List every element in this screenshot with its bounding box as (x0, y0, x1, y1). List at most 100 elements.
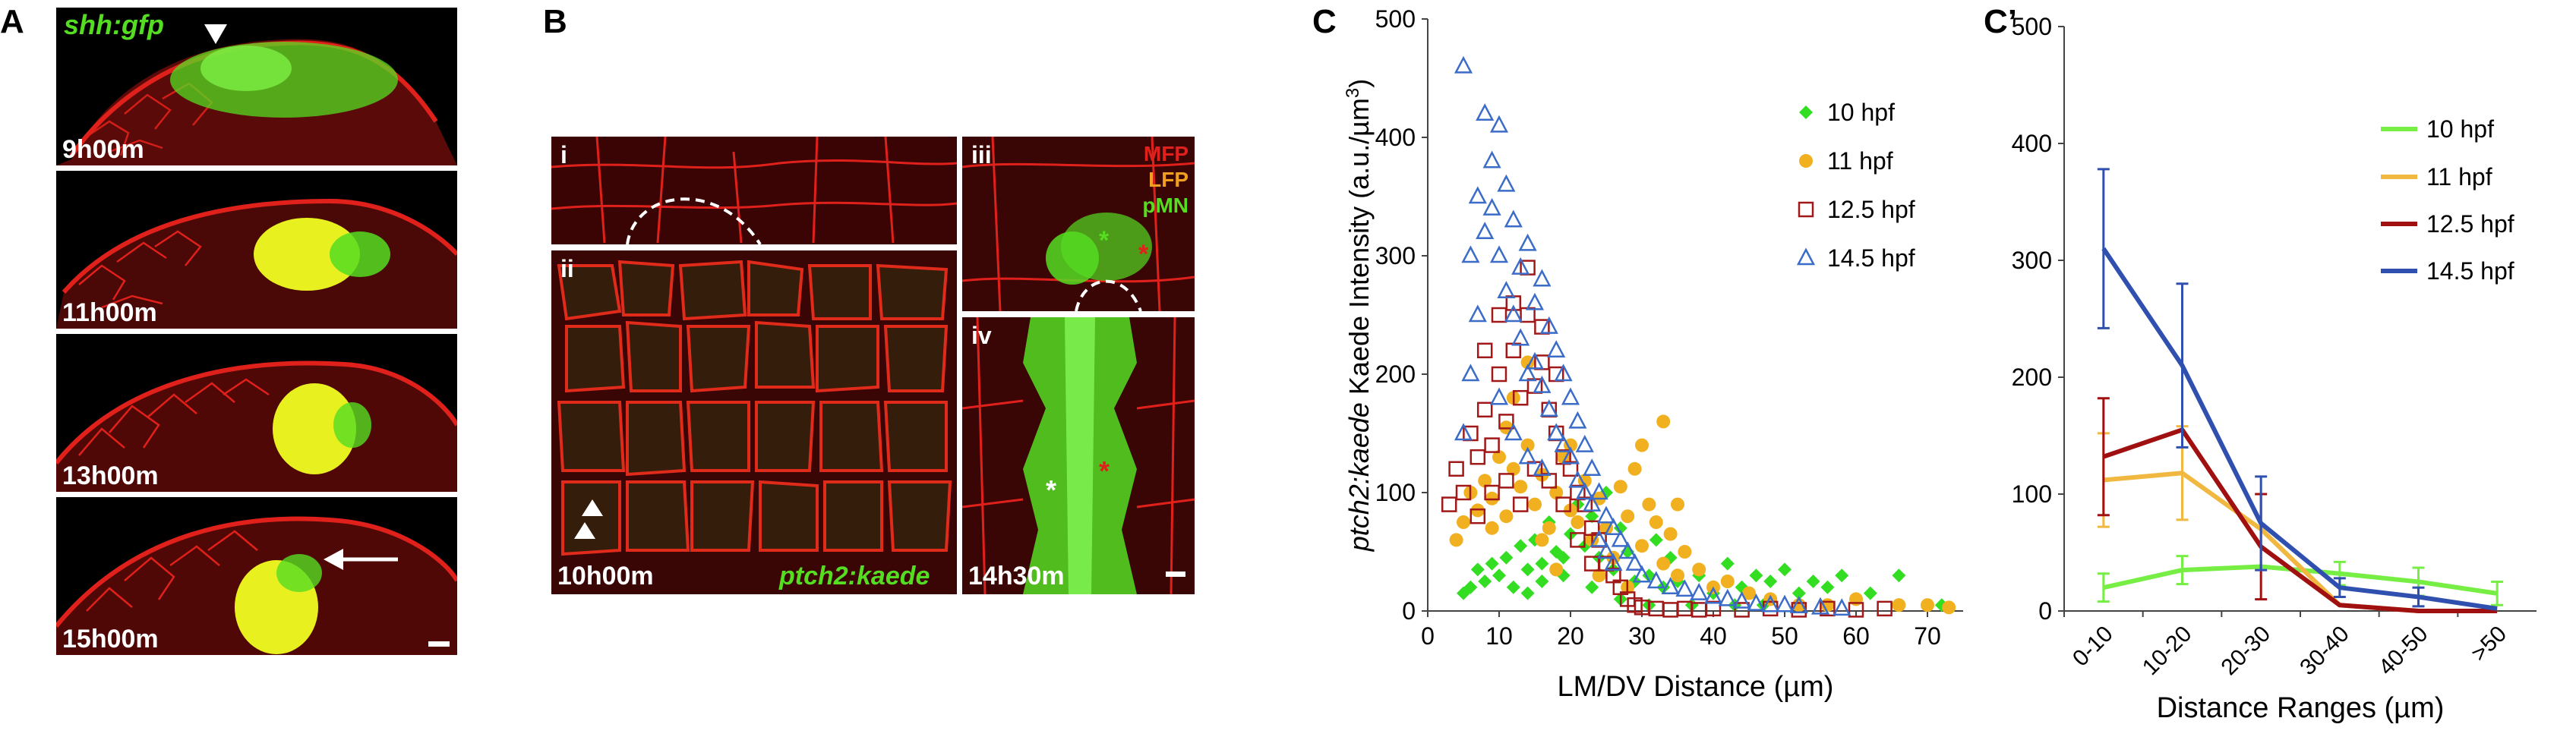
line-series-1 (2103, 471, 2498, 613)
scatter-point (1476, 401, 1493, 418)
scatter-y-tick-label: 500 (1375, 5, 1416, 33)
scatter-point (1454, 55, 1473, 74)
scatter-point (1547, 340, 1566, 358)
arrowhead-icon-b1 (582, 499, 603, 516)
scatter-point (1848, 602, 1864, 618)
scatter-point (1792, 586, 1806, 600)
y-label-italic: ptch2:kaede (1343, 402, 1375, 552)
scatter-point (1564, 438, 1577, 452)
asterisk-white-icon-iv: * (1046, 474, 1056, 505)
scatter-point (1504, 209, 1523, 228)
scatter-point (1539, 399, 1558, 417)
scatter-point (1499, 550, 1514, 565)
scatter-point (1742, 586, 1756, 600)
scatter-point (1604, 553, 1623, 571)
scatter-point (1833, 598, 1852, 616)
micrograph-a4: 15h00m (56, 497, 457, 655)
scatter-point (1820, 580, 1835, 594)
scatter-legend-marker (1798, 201, 1814, 218)
scatter-point (1761, 594, 1780, 612)
scatter-point (1635, 539, 1649, 553)
scatter-point (1589, 482, 1608, 500)
micrograph-b-iv-image: * * (962, 317, 1195, 594)
y-label-rest: Kaede Intensity (a.u./µm (1343, 98, 1375, 402)
scatter-point (1514, 539, 1528, 553)
scatter-point (1732, 590, 1751, 609)
line-y-tick-label: 400 (2012, 130, 2052, 157)
scatter-point (1671, 497, 1684, 512)
scatter-point (1810, 597, 1830, 615)
scatter-point (1497, 281, 1516, 299)
scatter-point (1621, 509, 1635, 524)
subpanel-label-iv: iv (971, 322, 992, 349)
scatter-point (1482, 150, 1501, 168)
scatter-y-tick-label: 300 (1375, 242, 1416, 269)
line-y-tick-label: 0 (2038, 597, 2052, 625)
scale-bar-icon-b (1166, 572, 1185, 577)
scatter-point (1763, 575, 1778, 588)
scatter-point (1585, 580, 1599, 594)
timestamp-a2: 11h00m (62, 298, 157, 327)
scatter-point (1671, 568, 1684, 583)
scatter-legend-label: 11 hpf (1827, 147, 1893, 175)
panel-letter-c: C (1312, 3, 1337, 40)
asterisk-green-icon: * (1099, 226, 1110, 255)
reporter-label: ptch2:kaede (779, 562, 930, 590)
scatter-point (1663, 527, 1678, 541)
line-y-tick-label: 300 (2012, 247, 2052, 274)
scatter-point (1718, 588, 1737, 606)
scatter-point (1678, 545, 1692, 559)
scatter-point (1512, 389, 1529, 406)
scatter-point (1703, 586, 1723, 604)
micrograph-b-ii: ii 10h00m ptch2:kaede (551, 250, 957, 594)
scatter-legend-marker (1799, 154, 1813, 168)
scatter-point (1806, 575, 1820, 588)
scatter-point (1533, 375, 1552, 393)
scatter-point (1921, 598, 1934, 612)
timestamp-a3: 13h00m (62, 461, 159, 490)
scatter-y-tick-label: 400 (1375, 124, 1416, 151)
scatter-x-tick-label: 60 (1842, 622, 1870, 650)
scatter-point (1470, 508, 1486, 524)
scatter-point (1611, 529, 1630, 547)
scatter-point (1646, 571, 1665, 589)
arrow-head-icon (324, 549, 343, 570)
timestamp-b-ii: 10h00m (557, 562, 654, 590)
line-legend-label: 12.5 hpf (2426, 210, 2514, 238)
scatter-point (1468, 304, 1487, 323)
scatter-x-tick-label: 10 (1485, 622, 1513, 650)
panel-letter-a: A (0, 3, 24, 40)
scatter-x-tick-label: 0 (1421, 622, 1435, 650)
line-x-tick-label: 20-30 (2217, 622, 2276, 681)
micrograph-b-iii-image: * * (962, 137, 1195, 311)
scatter-point (1448, 461, 1464, 477)
scatter-y-axis-label: ptch2:kaede Kaede Intensity (a.u./µm3) (1343, 79, 1375, 552)
micrograph-b-i: i (551, 137, 957, 244)
scatter-point (1478, 474, 1492, 488)
scale-bar-icon (428, 641, 450, 647)
legend-mfp: MFP (1143, 142, 1189, 165)
scatter-point (1589, 529, 1608, 547)
scatter-point (1618, 541, 1637, 559)
scatter-point (1596, 541, 1616, 559)
scatter-point (1561, 446, 1580, 464)
scatter-point (1547, 423, 1566, 441)
scatter-point (1575, 434, 1594, 452)
scatter-point (1506, 580, 1520, 594)
micrograph-a1: shh:gfp 9h00m (56, 8, 457, 165)
arrowhead-icon (204, 24, 227, 44)
micrograph-a4-image (56, 516, 457, 655)
scatter-x-tick-label: 40 (1700, 622, 1727, 650)
scatter-point (1747, 593, 1766, 611)
timestamp-b-iv: 14h30m (968, 562, 1065, 590)
scatter-point (1485, 521, 1499, 535)
micrograph-a2-image (56, 198, 457, 329)
scatter-point (1492, 568, 1506, 583)
line-series-3 (2101, 247, 2498, 611)
asterisk-red-icon-iv: * (1099, 455, 1110, 487)
line-x-tick-label: >50 (2467, 622, 2511, 666)
scatter-point (1441, 496, 1457, 512)
scatter-point (1535, 556, 1549, 571)
scatter-point (1583, 458, 1602, 477)
